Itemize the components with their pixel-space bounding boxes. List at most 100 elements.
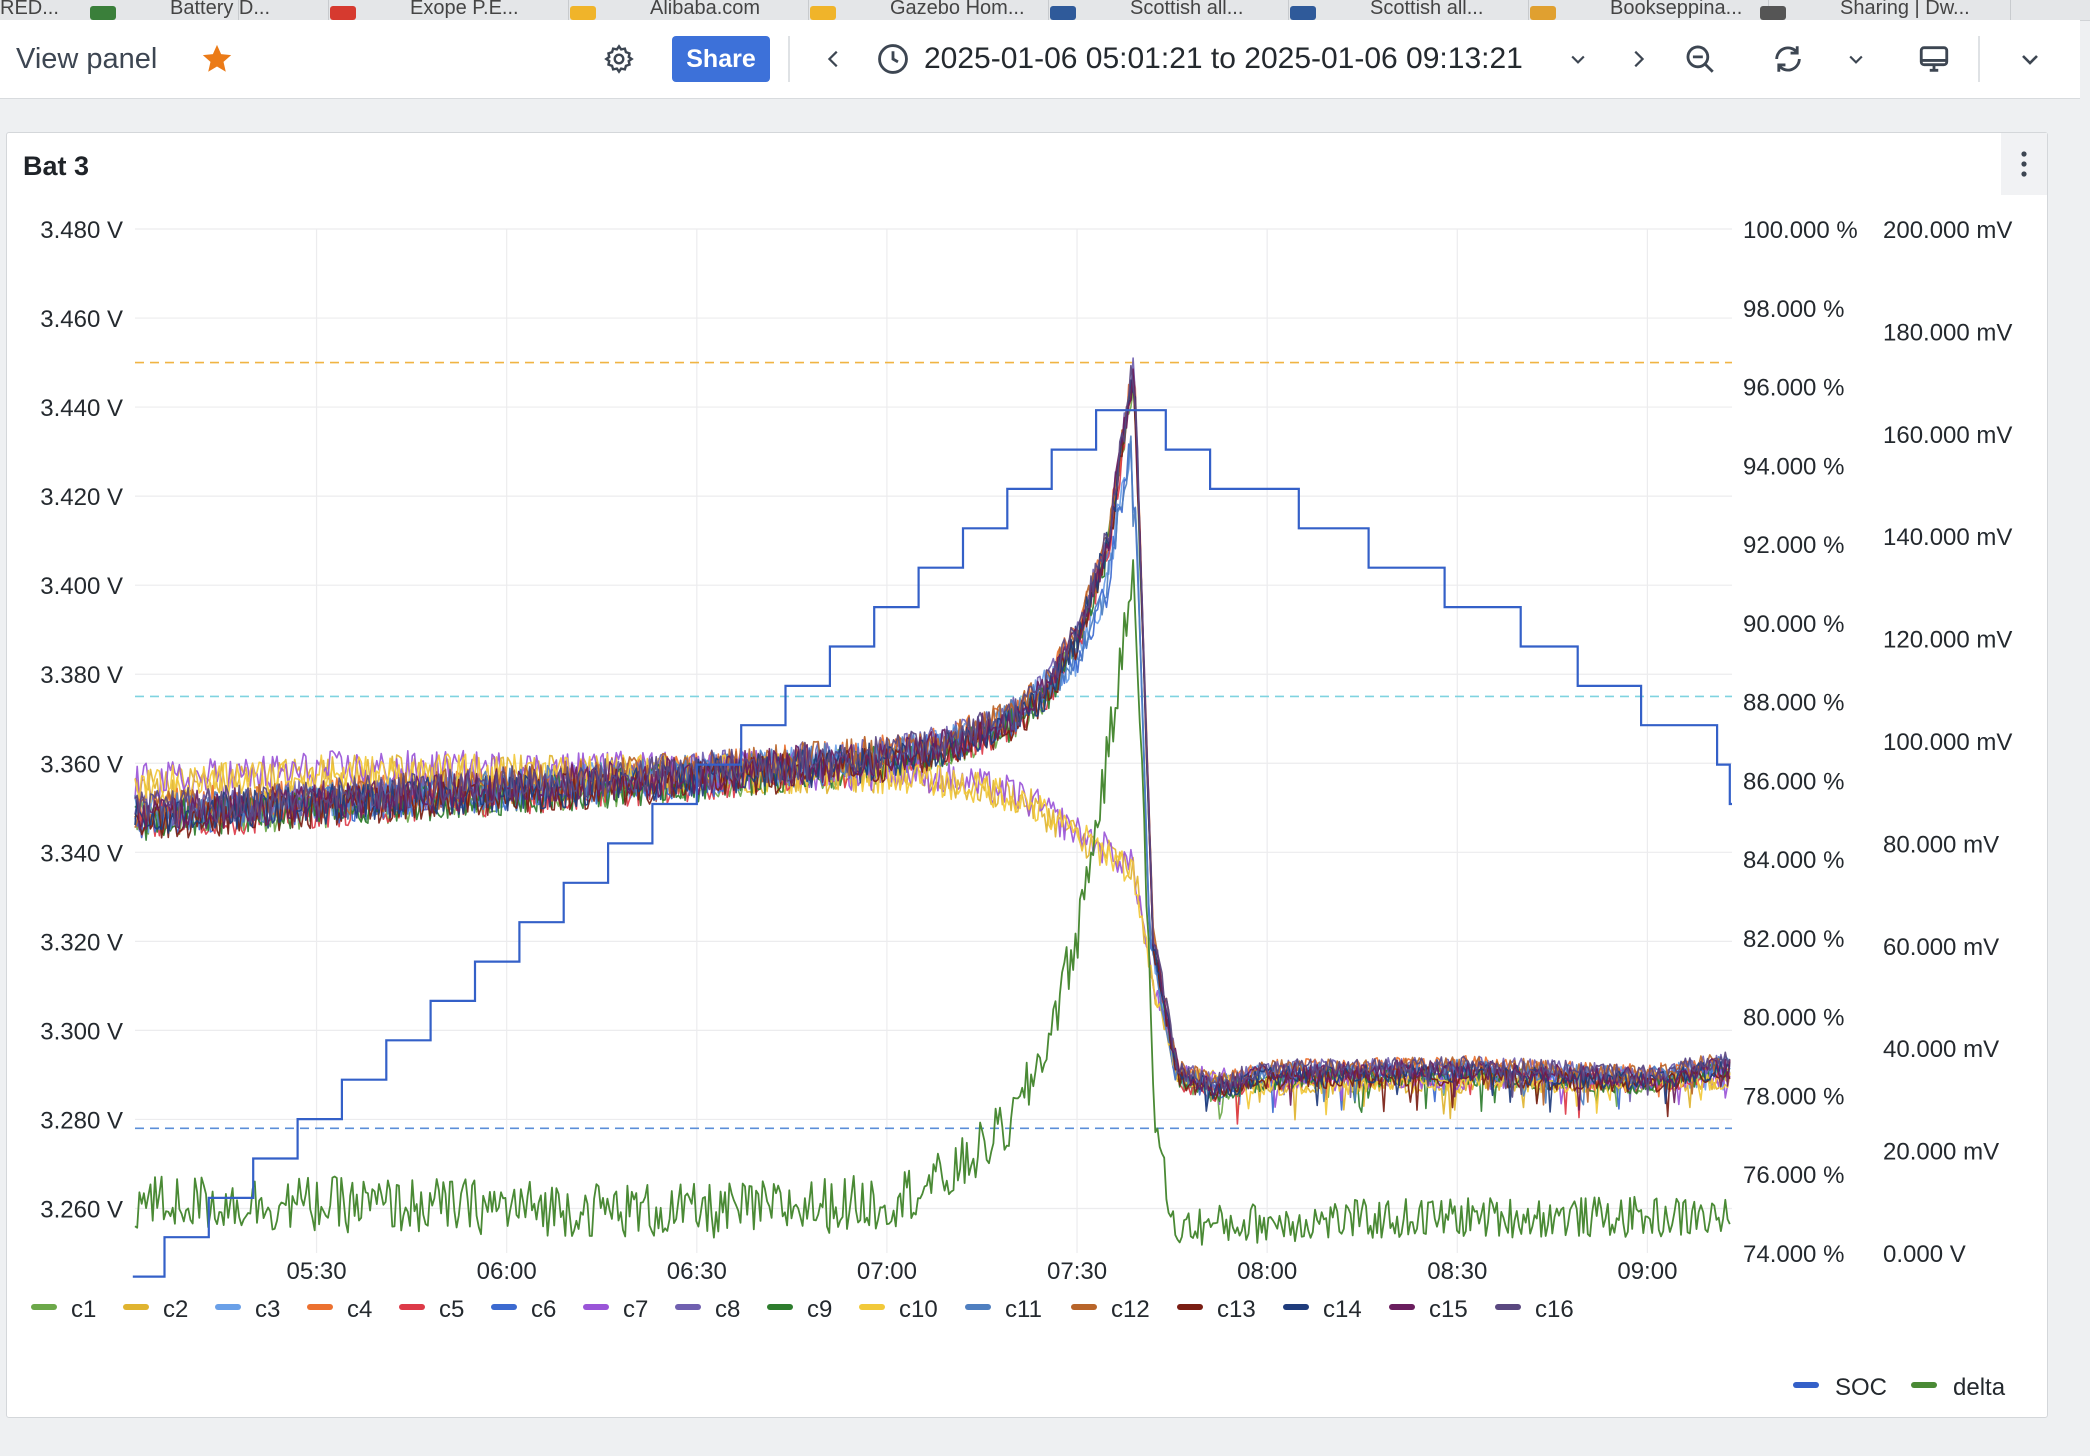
browser-tab[interactable]: Exope P.E... <box>330 0 569 20</box>
browser-tab[interactable]: Alibaba.com <box>570 0 809 20</box>
legend-label-c2: c2 <box>163 1296 188 1323</box>
y-tick-label-soc: 94.000 % <box>1743 453 1844 480</box>
legend-swatch-c14[interactable] <box>1283 1304 1309 1310</box>
legend-swatch-c11[interactable] <box>965 1304 991 1310</box>
legend-swatch-c4[interactable] <box>307 1304 333 1310</box>
browser-tab-label: Scottish all... <box>1130 0 1244 19</box>
browser-tab-label: Scottish all... <box>1370 0 1484 19</box>
kebab-menu-icon[interactable] <box>2001 133 2047 195</box>
y-tick-label-delta: 100.000 mV <box>1883 729 2012 756</box>
x-tick-label: 07:30 <box>1047 1258 1107 1285</box>
toolbar-divider <box>788 36 790 82</box>
legend-swatch-c5[interactable] <box>399 1304 425 1310</box>
zoom-out-icon[interactable] <box>1678 37 1722 81</box>
legend-label-c1: c1 <box>71 1296 96 1323</box>
legend-swatch-delta[interactable] <box>1911 1382 1937 1388</box>
legend-label-c8: c8 <box>715 1296 740 1323</box>
share-button[interactable]: Share <box>672 36 770 82</box>
legend-swatch-c8[interactable] <box>675 1304 701 1310</box>
y-tick-label-delta: 60.000 mV <box>1883 934 1999 961</box>
y-tick-label-delta: 180.000 mV <box>1883 319 2012 346</box>
y-tick-label-soc: 84.000 % <box>1743 847 1844 874</box>
y-tick-label-delta: 200.000 mV <box>1883 217 2012 244</box>
legend-label-c11: c11 <box>1005 1296 1042 1323</box>
chevron-down-icon[interactable] <box>2008 37 2052 81</box>
y-tick-label-soc: 82.000 % <box>1743 926 1844 953</box>
browser-tab[interactable]: Bookseppina... <box>1530 0 1769 20</box>
browser-tab[interactable]: Gazebo Hom... <box>810 0 1049 20</box>
view-panel-title: View panel <box>16 42 158 75</box>
browser-tab[interactable]: Scottish all... <box>1290 0 1529 20</box>
y-tick-label-soc: 90.000 % <box>1743 611 1844 638</box>
cell-series-c16 <box>134 364 1731 1098</box>
browser-tab-strip: RED... Battery D... Exope P.E... Alibaba.co… <box>0 0 2090 21</box>
browser-tab-label: Alibaba.com <box>650 0 761 19</box>
y-tick-label-delta: 140.000 mV <box>1883 524 2012 551</box>
x-tick-label: 06:30 <box>667 1258 727 1285</box>
y-tick-label-left: 3.260 V <box>40 1196 123 1223</box>
browser-tab[interactable]: RED... <box>0 0 239 20</box>
y-tick-label-soc: 76.000 % <box>1743 1162 1844 1189</box>
legend-label-c14: c14 <box>1323 1296 1362 1323</box>
y-tick-label-left: 3.400 V <box>40 573 123 600</box>
y-tick-label-soc: 92.000 % <box>1743 532 1844 559</box>
browser-tab[interactable]: Scottish all... <box>1050 0 1289 20</box>
legend-label-c16: c16 <box>1535 1296 1574 1323</box>
delta-series <box>134 559 1731 1246</box>
browser-tab-label: Exope P.E... <box>410 0 519 19</box>
y-tick-label-soc: 96.000 % <box>1743 375 1844 402</box>
legend-swatch-c1[interactable] <box>31 1304 57 1310</box>
y-tick-label-left: 3.460 V <box>40 306 123 333</box>
chevron-down-icon[interactable] <box>1834 37 1878 81</box>
y-tick-label-left: 3.360 V <box>40 751 123 778</box>
favicon-icon <box>570 6 596 20</box>
legend-label-c13: c13 <box>1217 1296 1256 1323</box>
time-series-chart[interactable]: 3.480 V 3.460 V 3.440 V 3.420 V 3.400 V 3.380… <box>7 133 2047 1417</box>
x-tick-label: 07:00 <box>857 1258 917 1285</box>
y-tick-label-delta: 20.000 mV <box>1883 1139 1999 1166</box>
y-tick-label-soc: 100.000 % <box>1743 217 1858 244</box>
tv-icon[interactable] <box>1912 37 1956 81</box>
y-tick-label-left: 3.280 V <box>40 1107 123 1134</box>
y-tick-label-soc: 88.000 % <box>1743 690 1844 717</box>
y-tick-label-left: 3.440 V <box>40 395 123 422</box>
legend-swatch-c13[interactable] <box>1177 1304 1203 1310</box>
time-range-label: 2025-01-06 05:01:21 to 2025-01-06 09:13:… <box>924 42 1523 75</box>
toolbar-divider <box>1978 36 1980 82</box>
legend-label-c7: c7 <box>623 1296 648 1323</box>
legend-swatch-c15[interactable] <box>1389 1304 1415 1310</box>
legend-swatch-c2[interactable] <box>123 1304 149 1310</box>
legend-swatch-c12[interactable] <box>1071 1304 1097 1310</box>
legend-label-c4: c4 <box>347 1296 372 1323</box>
legend-label-c12: c12 <box>1111 1296 1150 1323</box>
y-tick-label-left: 3.380 V <box>40 662 123 689</box>
legend-swatch-c10[interactable] <box>859 1304 885 1310</box>
x-tick-label: 06:00 <box>477 1258 537 1285</box>
favicon-icon <box>330 6 356 20</box>
legend-swatch-c6[interactable] <box>491 1304 517 1310</box>
chevron-down-icon[interactable] <box>1556 37 1600 81</box>
star-icon[interactable] <box>196 38 238 80</box>
legend-swatch-c16[interactable] <box>1495 1304 1521 1310</box>
legend-label-c6: c6 <box>531 1296 556 1323</box>
time-range-picker[interactable]: 2025-01-06 05:01:21 to 2025-01-06 09:13:… <box>876 38 1523 80</box>
legend-swatch-c9[interactable] <box>767 1304 793 1310</box>
legend-swatch-soc[interactable] <box>1793 1382 1819 1388</box>
refresh-icon[interactable] <box>1766 37 1810 81</box>
legend-swatch-c7[interactable] <box>583 1304 609 1310</box>
chevron-left-icon[interactable] <box>812 37 856 81</box>
panel-title: Bat 3 <box>23 151 90 181</box>
chevron-right-icon[interactable] <box>1616 37 1660 81</box>
y-tick-label-left: 3.320 V <box>40 929 123 956</box>
browser-tab[interactable]: Battery D... <box>90 0 329 20</box>
favicon-icon <box>1290 6 1316 20</box>
gear-icon[interactable] <box>598 38 640 80</box>
y-tick-label-delta: 0.000 V <box>1883 1241 1966 1268</box>
dashboard-toolbar: View panel Share 2025-01-06 05:01:21 to … <box>0 20 2080 99</box>
y-tick-label-delta: 160.000 mV <box>1883 422 2012 449</box>
x-tick-label: 05:30 <box>287 1258 347 1285</box>
y-tick-label-soc: 80.000 % <box>1743 1005 1844 1032</box>
legend-swatch-c3[interactable] <box>215 1304 241 1310</box>
favicon-icon <box>810 6 836 20</box>
browser-tab[interactable]: Sharing | Dw... <box>1760 0 2011 20</box>
